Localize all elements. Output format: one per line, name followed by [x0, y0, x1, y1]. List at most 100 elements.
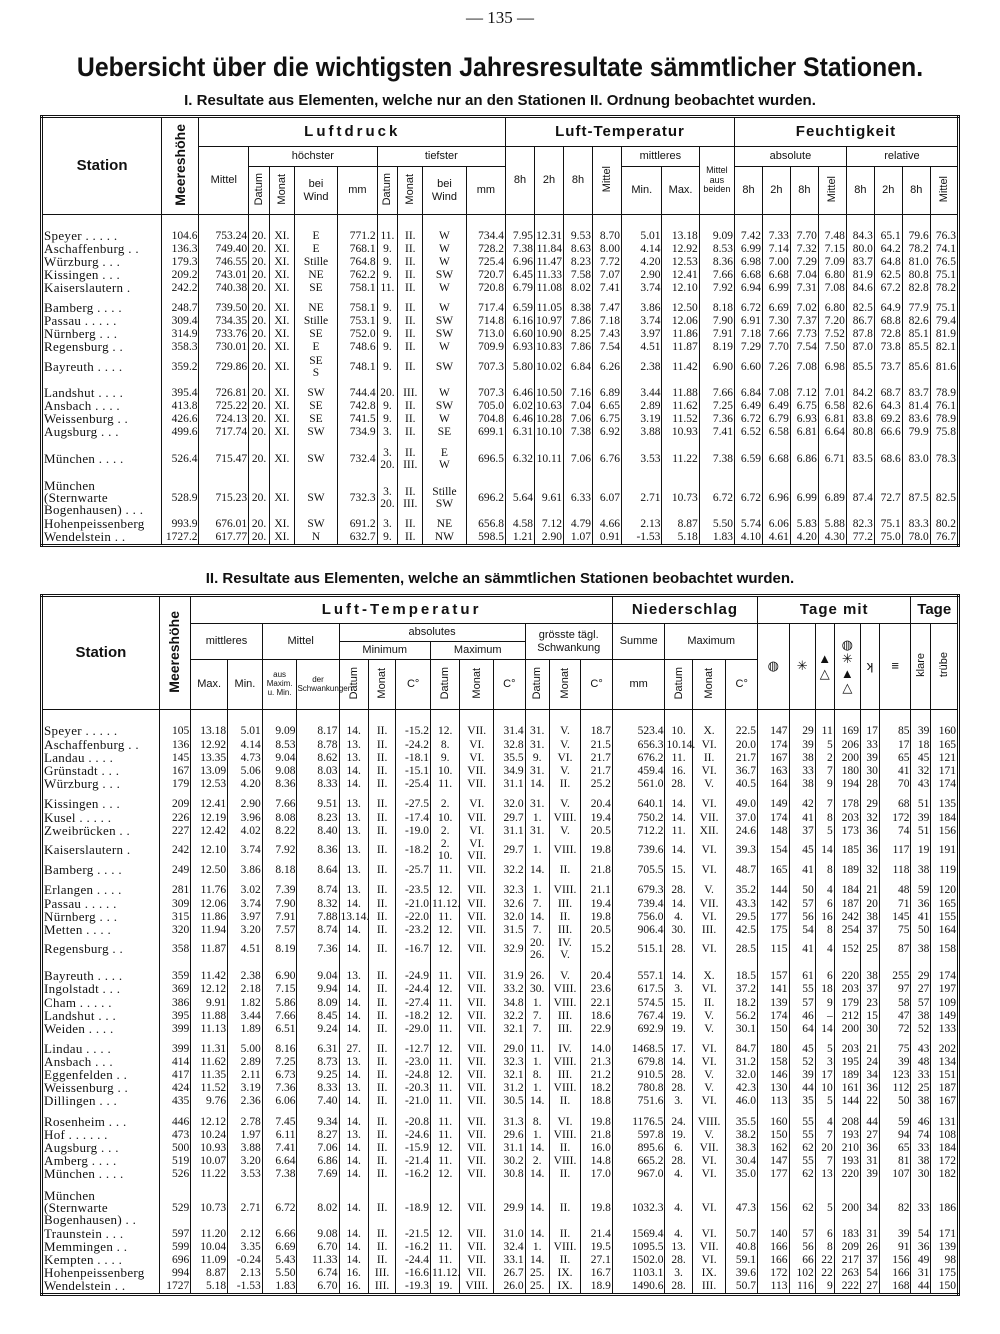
- table-cell: 9: [814, 1279, 835, 1295]
- station-name: Rosenheim . . .: [41, 1107, 160, 1129]
- label: klare: [914, 653, 927, 677]
- table-cell: 32.0: [493, 910, 526, 924]
- table-cell: 715.23: [198, 471, 249, 518]
- table-cell: 49.0: [725, 790, 758, 812]
- table-cell: 14.: [338, 1094, 369, 1108]
- table-row: Bamberg . . . . 249 12.50 3.86 8.18 8.64 13. II…: [41, 863, 959, 877]
- table-cell: VII.: [459, 1266, 494, 1280]
- header-min: Min.: [227, 659, 263, 710]
- table-cell: 7.33: [761, 214, 791, 243]
- table-row: Memmingen . . 599 10.04 3.35 6.69 6.70 14. II. -…: [41, 1240, 959, 1254]
- table-cell: 7.15: [261, 982, 297, 996]
- table-cell: 10.73: [661, 471, 700, 518]
- table-cell: 7.31: [789, 281, 819, 295]
- table-cell: -23.5: [395, 876, 431, 898]
- table-cell: 1727: [158, 1279, 191, 1295]
- table-cell: VII.: [459, 1141, 494, 1155]
- table-cell: 19: [910, 837, 931, 864]
- header-min-c: C°: [395, 659, 431, 710]
- table-cell: 2.38: [621, 353, 662, 380]
- table-cell: 6.73: [261, 1068, 297, 1082]
- table-cell: 7.42: [733, 214, 763, 243]
- table-cell: 8.62: [296, 751, 339, 765]
- table-cell: VI.: [691, 837, 726, 864]
- table-cell: 31.3: [493, 1107, 526, 1129]
- table-cell: 359.2: [161, 353, 199, 380]
- table-cell: 82.5: [845, 294, 875, 315]
- table-cell: 220: [833, 962, 861, 983]
- table-cell: VI.: [691, 910, 726, 924]
- table-cell: 7.90: [261, 897, 297, 911]
- table-cell: 7.07: [592, 268, 622, 282]
- table-cell: 8.70: [592, 214, 622, 243]
- station-name: Grünstadt . . .: [41, 764, 160, 778]
- table-cell: 6.80: [817, 268, 847, 282]
- header-h-monat: Monat: [268, 166, 295, 215]
- table-cell: -15.2: [395, 709, 431, 739]
- table-cell: 13.18: [190, 709, 228, 739]
- table-cell: 184: [930, 811, 959, 825]
- table-cell: 78.0: [901, 530, 931, 546]
- table-cell: 43.3: [725, 897, 758, 911]
- table-cell: 120: [930, 876, 959, 898]
- table-cell: 7.38: [505, 242, 535, 256]
- table-cell: 39: [910, 811, 931, 825]
- table-cell: 8.: [524, 1107, 550, 1129]
- table-cell: 14.: [524, 863, 550, 877]
- table-cell: V.: [691, 1009, 726, 1023]
- table-cell: 12.: [429, 923, 460, 937]
- table-cell: II.: [367, 995, 396, 1010]
- table-cell: 13.: [338, 1081, 369, 1095]
- table-cell: 21.8: [580, 1128, 613, 1142]
- table-cell: 56.2: [725, 1009, 758, 1023]
- table-cell: 11.: [429, 1107, 460, 1129]
- header-rel-8h: 8h: [845, 166, 875, 215]
- table-cell: 19.8: [580, 910, 613, 924]
- table-cell: 32.2: [493, 1009, 526, 1023]
- table-row: Aschaffenburg . . 136 12.92 4.14 8.53 8.78 13.…: [41, 738, 959, 752]
- table-cell: 31: [910, 1266, 931, 1280]
- table-cell: 6.99: [733, 242, 763, 256]
- table-cell: 9.: [524, 751, 550, 765]
- table-cell: 771.2: [337, 214, 378, 243]
- table-cell: 255: [878, 962, 911, 983]
- table-cell: 74.1: [929, 242, 959, 256]
- table-cell: 38.2: [725, 1128, 758, 1142]
- table-row: Cham . . . . . 386 9.91 1.82 5.86 8.09 14. II. -…: [41, 995, 959, 1010]
- table-cell: 172: [756, 1266, 789, 1280]
- table-cell: 50: [910, 923, 931, 937]
- table-cell: 31.1: [493, 1141, 526, 1155]
- table-cell: 81: [878, 1154, 911, 1168]
- table-cell: 358.3: [161, 340, 199, 354]
- table-cell: 82.3: [845, 517, 875, 531]
- table-cell: 4.: [664, 910, 693, 924]
- table-cell: 6.58: [817, 399, 847, 413]
- table-cell: 7.66: [261, 790, 297, 812]
- table-cell: 7.41: [261, 1141, 297, 1155]
- table-cell: 41: [878, 764, 911, 778]
- table-cell: 8.74: [296, 923, 339, 937]
- table-cell: 8.87: [190, 1266, 228, 1280]
- table-cell: 171: [930, 764, 959, 778]
- table-cell: 38: [859, 910, 880, 924]
- table-cell: 13.: [338, 738, 369, 752]
- table-cell: 6.81: [789, 425, 819, 439]
- table-cell: VII.: [459, 1094, 494, 1108]
- table-cell: 39: [788, 1068, 816, 1082]
- table-cell: W: [422, 379, 467, 400]
- table-cell: 11.: [664, 751, 693, 765]
- table-cell: VIII.: [548, 1128, 581, 1142]
- table-cell: III.: [548, 1068, 581, 1082]
- table-cell: 36.7: [725, 764, 758, 778]
- table-cell: 31.1: [493, 824, 526, 838]
- table-cell: II.: [397, 314, 423, 328]
- table-cell: 14.: [524, 1227, 550, 1241]
- table-row: Kaiserslautern . 242.2 740.38 20. XI. SE 758.1…: [40, 281, 959, 295]
- table-cell: 82.6: [901, 314, 931, 328]
- table-cell: 8: [814, 1240, 835, 1254]
- table-cell: 3.88: [621, 425, 662, 439]
- header-t-monat: Monat: [397, 166, 424, 215]
- table-cell: 6.31: [505, 425, 535, 439]
- table-cell: X.: [691, 709, 726, 739]
- table-cell: 1727.2: [161, 530, 199, 546]
